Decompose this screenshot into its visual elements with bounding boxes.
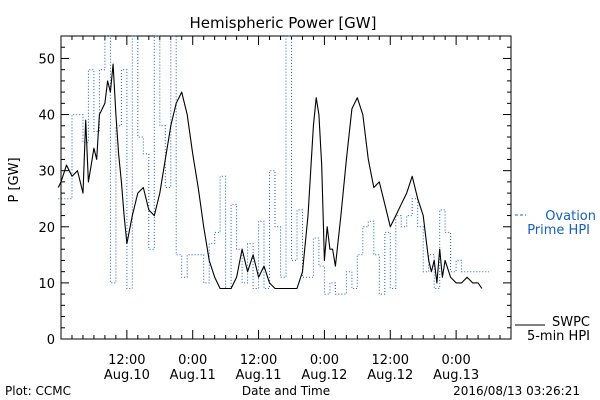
chart-title: Hemispheric Power [GW]	[190, 14, 377, 32]
x-tick-date: Aug.10	[104, 368, 150, 383]
x-tick-time: 12:00	[108, 353, 145, 368]
x-tick-time: 12:00	[372, 353, 409, 368]
x-axis: 12:00Aug.100:00Aug.1112:00Aug.110:00Aug.…	[60, 36, 512, 383]
footer-credit: Plot: CCMC	[5, 384, 71, 398]
y-tick-label: 40	[38, 109, 55, 124]
x-tick-date: Aug.11	[236, 368, 282, 383]
legend-swpc-label-line1: SWPC	[552, 315, 590, 330]
x-tick-time: 0:00	[442, 353, 471, 368]
y-tick-label: 0	[47, 333, 55, 348]
y-axis: 0 10 20 30 40 50	[38, 35, 511, 348]
y-tick-label: 10	[38, 277, 55, 292]
x-tick-time: 0:00	[178, 353, 207, 368]
y-tick-label: 50	[38, 52, 55, 67]
ovation-prime-series	[58, 35, 489, 295]
x-tick-time: 12:00	[240, 353, 277, 368]
x-tick-date: Aug.11	[170, 368, 216, 383]
x-axis-label: Date and Time	[242, 384, 330, 398]
swpc-hpi-series	[57, 63, 483, 290]
x-tick-date: Aug.12	[367, 368, 413, 383]
legend-ovation-label-line2: Prime HPI	[527, 223, 590, 238]
x-tick-date: Aug.12	[301, 368, 347, 383]
legend-swpc-label-line2: 5-min HPI	[527, 329, 590, 344]
y-axis-label: P [GW]	[7, 157, 22, 202]
series-group	[57, 35, 489, 295]
y-tick-label: 30	[38, 165, 55, 180]
legend-ovation-label-line1: Ovation	[545, 209, 596, 224]
footer-timestamp: 2016/08/13 03:26:21	[453, 384, 580, 398]
x-tick-time: 0:00	[310, 353, 339, 368]
x-tick-date: Aug.13	[433, 368, 479, 383]
y-tick-label: 20	[38, 221, 55, 236]
